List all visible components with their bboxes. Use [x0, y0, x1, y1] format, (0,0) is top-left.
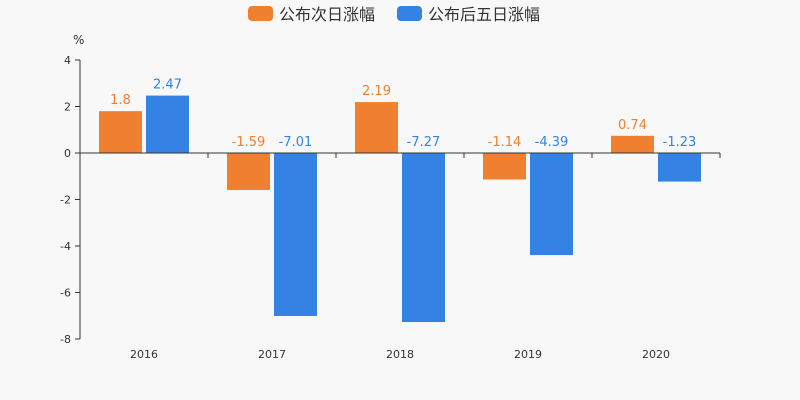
data-label-series-0-2018: 2.19 — [362, 84, 391, 99]
y-tick-label: -2 — [60, 194, 71, 207]
bar-series-0-2016[interactable] — [99, 111, 142, 153]
data-labels: 1.8 2.47 -1.59 -7.01 2.19 -7.27 -1.14 -4.39 0.74… — [110, 78, 696, 150]
data-label-series-0-2019: -1.14 — [488, 135, 522, 150]
data-label-series-0-2017: -1.59 — [232, 135, 266, 150]
y-tick-label: 0 — [64, 147, 71, 160]
bar-series-1-2016[interactable] — [146, 95, 189, 153]
legend-item-series-1[interactable]: 公布后五日涨幅 — [397, 5, 540, 24]
x-tick-label: 2016 — [130, 348, 158, 361]
bar-series-1-2017[interactable] — [274, 153, 317, 316]
x-tick-label: 2019 — [514, 348, 542, 361]
bar-series-0-2019[interactable] — [483, 153, 526, 180]
data-label-series-0-2016: 1.8 — [110, 93, 131, 108]
legend[interactable]: 公布次日涨幅 公布后五日涨幅 — [248, 5, 540, 24]
legend-swatch-series-1 — [397, 6, 422, 21]
x-tick-label: 2017 — [258, 348, 286, 361]
bar-series-1-2018[interactable] — [402, 153, 445, 323]
data-label-series-1-2018: -7.27 — [407, 135, 441, 150]
x-tick-label: 2018 — [386, 348, 414, 361]
y-axis-ticks: -8 -6 -4 -2 0 2 4 — [60, 54, 80, 346]
bar-series-0-2018[interactable] — [355, 102, 398, 153]
legend-label-series-0: 公布次日涨幅 — [279, 5, 375, 24]
legend-label-series-1: 公布后五日涨幅 — [428, 5, 540, 24]
y-tick-label: -8 — [60, 333, 71, 346]
y-tick-label: 2 — [64, 101, 71, 114]
bar-series-0-2017[interactable] — [227, 153, 270, 190]
data-label-series-0-2020: 0.74 — [618, 118, 647, 133]
y-tick-label: 4 — [64, 54, 71, 67]
data-label-series-1-2020: -1.23 — [663, 135, 697, 150]
bar-series-0-2020[interactable] — [611, 135, 654, 153]
x-axis-ticks: 2016 2017 2018 2019 2020 — [79, 153, 721, 361]
y-axis-unit-label: % — [73, 33, 84, 47]
data-label-series-1-2019: -4.39 — [535, 135, 569, 150]
legend-item-series-0[interactable]: 公布次日涨幅 — [248, 5, 375, 24]
y-tick-label: -4 — [60, 240, 71, 253]
bar-series-1-2020[interactable] — [658, 153, 701, 182]
y-tick-label: -6 — [60, 287, 71, 300]
legend-swatch-series-0 — [248, 6, 273, 21]
bars — [99, 95, 701, 323]
data-label-series-1-2017: -7.01 — [279, 135, 313, 150]
data-label-series-1-2016: 2.47 — [153, 78, 182, 93]
x-tick-label: 2020 — [642, 348, 670, 361]
bar-series-1-2019[interactable] — [530, 153, 573, 256]
